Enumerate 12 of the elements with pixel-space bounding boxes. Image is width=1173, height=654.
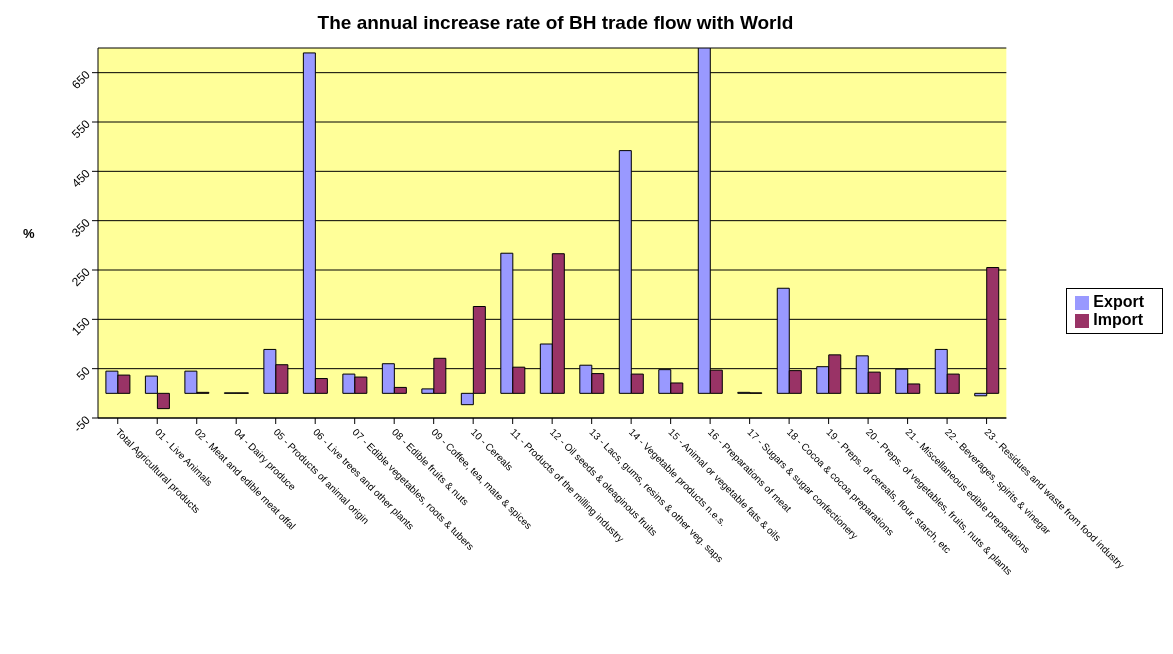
y-tick-label: 350 xyxy=(68,215,94,240)
legend-label: Import xyxy=(1093,311,1144,328)
chart-title: The annual increase rate of BH trade flow with World xyxy=(316,11,795,35)
y-tick-label: 450 xyxy=(68,166,94,191)
y-tick-label: 250 xyxy=(68,264,94,290)
y-tick-label: 650 xyxy=(68,67,94,92)
y-tick-label: 550 xyxy=(68,116,94,142)
y-axis-title: % xyxy=(23,225,35,241)
y-tick-label: 50 xyxy=(73,363,94,384)
y-tick-label: -50 xyxy=(70,412,94,436)
legend-label: Export xyxy=(1093,293,1144,310)
y-tick-label: 150 xyxy=(68,314,94,339)
